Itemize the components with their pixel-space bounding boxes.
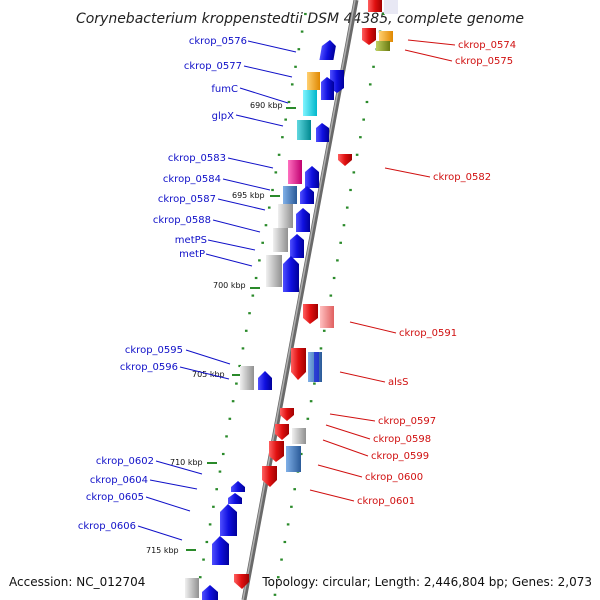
gene-ckrop-0595[interactable]: [240, 366, 254, 390]
label-ckrop-0583[interactable]: ckrop_0583: [168, 153, 226, 164]
gene-ckrop-0576[interactable]: [319, 40, 337, 60]
gene-ckrop-0599[interactable]: [292, 428, 306, 444]
gene-ckrop-0591-arrow[interactable]: [303, 304, 318, 324]
scale-labels: 690 kbp 695 kbp 700 kbp 705 kbp 710 kbp …: [146, 101, 296, 555]
gene-ckrop-0602[interactable]: [231, 481, 245, 492]
gene-ckrop-0604[interactable]: [228, 493, 242, 504]
gene-ckrop-0583-arrow[interactable]: [305, 166, 319, 188]
label-ckrop-0582[interactable]: ckrop_0582: [433, 172, 491, 183]
label-ckrop-0591[interactable]: ckrop_0591: [399, 328, 457, 339]
gene-ckrop-0596[interactable]: [258, 371, 272, 390]
gene-ckrop-0591[interactable]: [320, 306, 334, 328]
label-metps[interactable]: metPS: [175, 235, 207, 246]
label-ckrop-0606[interactable]: ckrop_0606: [78, 521, 136, 532]
gene-ckrop-0597[interactable]: [280, 408, 294, 421]
label-ckrop-0602[interactable]: ckrop_0602: [96, 456, 154, 467]
label-fumc[interactable]: fumC: [211, 84, 238, 95]
label-ckrop-0584[interactable]: ckrop_0584: [163, 174, 221, 185]
label-ckrop-0601[interactable]: ckrop_0601: [357, 496, 415, 507]
label-ckrop-0600[interactable]: ckrop_0600: [365, 472, 423, 483]
genome-summary-text: Topology: circular; Length: 2,446,804 bp…: [261, 575, 592, 589]
scale-label-705: 705 kbp: [192, 370, 225, 379]
left-leader-lines: [137, 40, 297, 541]
gene-glpx[interactable]: [297, 120, 311, 140]
tick-tracks: [195, 12, 385, 596]
label-metp[interactable]: metP: [179, 249, 205, 260]
gene-ckrop-0588[interactable]: [273, 228, 288, 252]
label-ckrop-0599[interactable]: ckrop_0599: [371, 451, 429, 462]
backbone: [241, 0, 359, 600]
gene-bottom-gray[interactable]: [185, 578, 199, 598]
map-title: Corynebacterium kroppenstedtii DSM 44385…: [76, 11, 524, 27]
gene-fumc-arrow[interactable]: [321, 77, 334, 100]
right-labels: ckrop_0574 ckrop_0575 ckrop_0582 ckrop_0…: [357, 40, 516, 507]
gene-fumc[interactable]: [303, 90, 317, 116]
label-ckrop-0588[interactable]: ckrop_0588: [153, 215, 211, 226]
gene-ckrop-0600-arrow[interactable]: [269, 441, 284, 462]
gene-ckrop-0606[interactable]: [212, 536, 229, 565]
gene-ckrop-0584-arrow[interactable]: [300, 186, 314, 204]
label-ckrop-0574[interactable]: ckrop_0574: [458, 40, 516, 51]
label-ckrop-0577[interactable]: ckrop_0577: [184, 61, 242, 72]
gene-top-red-2[interactable]: [362, 28, 376, 45]
label-ckrop-0597[interactable]: ckrop_0597: [378, 416, 436, 427]
label-ckrop-0595[interactable]: ckrop_0595: [125, 345, 183, 356]
scale-label-715: 715 kbp: [146, 546, 179, 555]
gene-ckrop-0588-arrow[interactable]: [290, 234, 304, 258]
reverse-strand-genes: [234, 0, 398, 589]
label-ckrop-0596[interactable]: ckrop_0596: [120, 362, 178, 373]
gene-ckrop-0583[interactable]: [288, 160, 302, 184]
right-leader-lines: [309, 39, 456, 502]
gene-ckrop-0587[interactable]: [278, 204, 293, 228]
cog-box-0577: [307, 72, 320, 90]
scale-label-690: 690 kbp: [250, 101, 283, 110]
gene-glpx-arrow[interactable]: [316, 123, 329, 142]
left-labels: ckrop_0576 ckrop_0577 fumC glpX ckrop_05…: [78, 36, 247, 532]
label-ckrop-0587[interactable]: ckrop_0587: [158, 194, 216, 205]
gene-alss-overlap: [314, 352, 319, 382]
scale-label-710: 710 kbp: [170, 458, 203, 467]
label-ckrop-0576[interactable]: ckrop_0576: [189, 36, 247, 47]
label-ckrop-0605[interactable]: ckrop_0605: [86, 492, 144, 503]
gene-ckrop-0584[interactable]: [283, 186, 297, 204]
gene-bottom-blue[interactable]: [202, 585, 218, 600]
gene-alss-arrow[interactable]: [291, 348, 306, 380]
label-ckrop-0604[interactable]: ckrop_0604: [90, 475, 148, 486]
gene-ckrop-0582[interactable]: [338, 154, 352, 166]
gene-ckrop-0587-arrow[interactable]: [296, 208, 310, 232]
gene-ckrop-0574[interactable]: [379, 31, 393, 42]
gene-ckrop-0598[interactable]: [275, 424, 289, 440]
label-alss[interactable]: alsS: [388, 377, 408, 388]
gene-ckrop-0605[interactable]: [220, 504, 237, 536]
gene-ckrop-0601[interactable]: [262, 466, 277, 487]
forward-strand-genes: [185, 40, 344, 600]
scale-label-700: 700 kbp: [213, 281, 246, 290]
accession-text: Accession: NC_012704: [9, 575, 145, 589]
gene-metp[interactable]: [266, 255, 282, 287]
scale-label-695: 695 kbp: [232, 191, 265, 200]
gene-metps[interactable]: [283, 256, 299, 292]
gene-top-gray[interactable]: [384, 0, 398, 14]
label-glpx[interactable]: glpX: [212, 111, 234, 122]
label-ckrop-0598[interactable]: ckrop_0598: [373, 434, 431, 445]
gene-top-red[interactable]: [368, 0, 382, 12]
gene-bottom-red[interactable]: [234, 574, 249, 589]
gene-ckrop-0600[interactable]: [286, 446, 301, 472]
label-ckrop-0575[interactable]: ckrop_0575: [455, 56, 513, 67]
gene-ckrop-0575[interactable]: [376, 41, 390, 51]
